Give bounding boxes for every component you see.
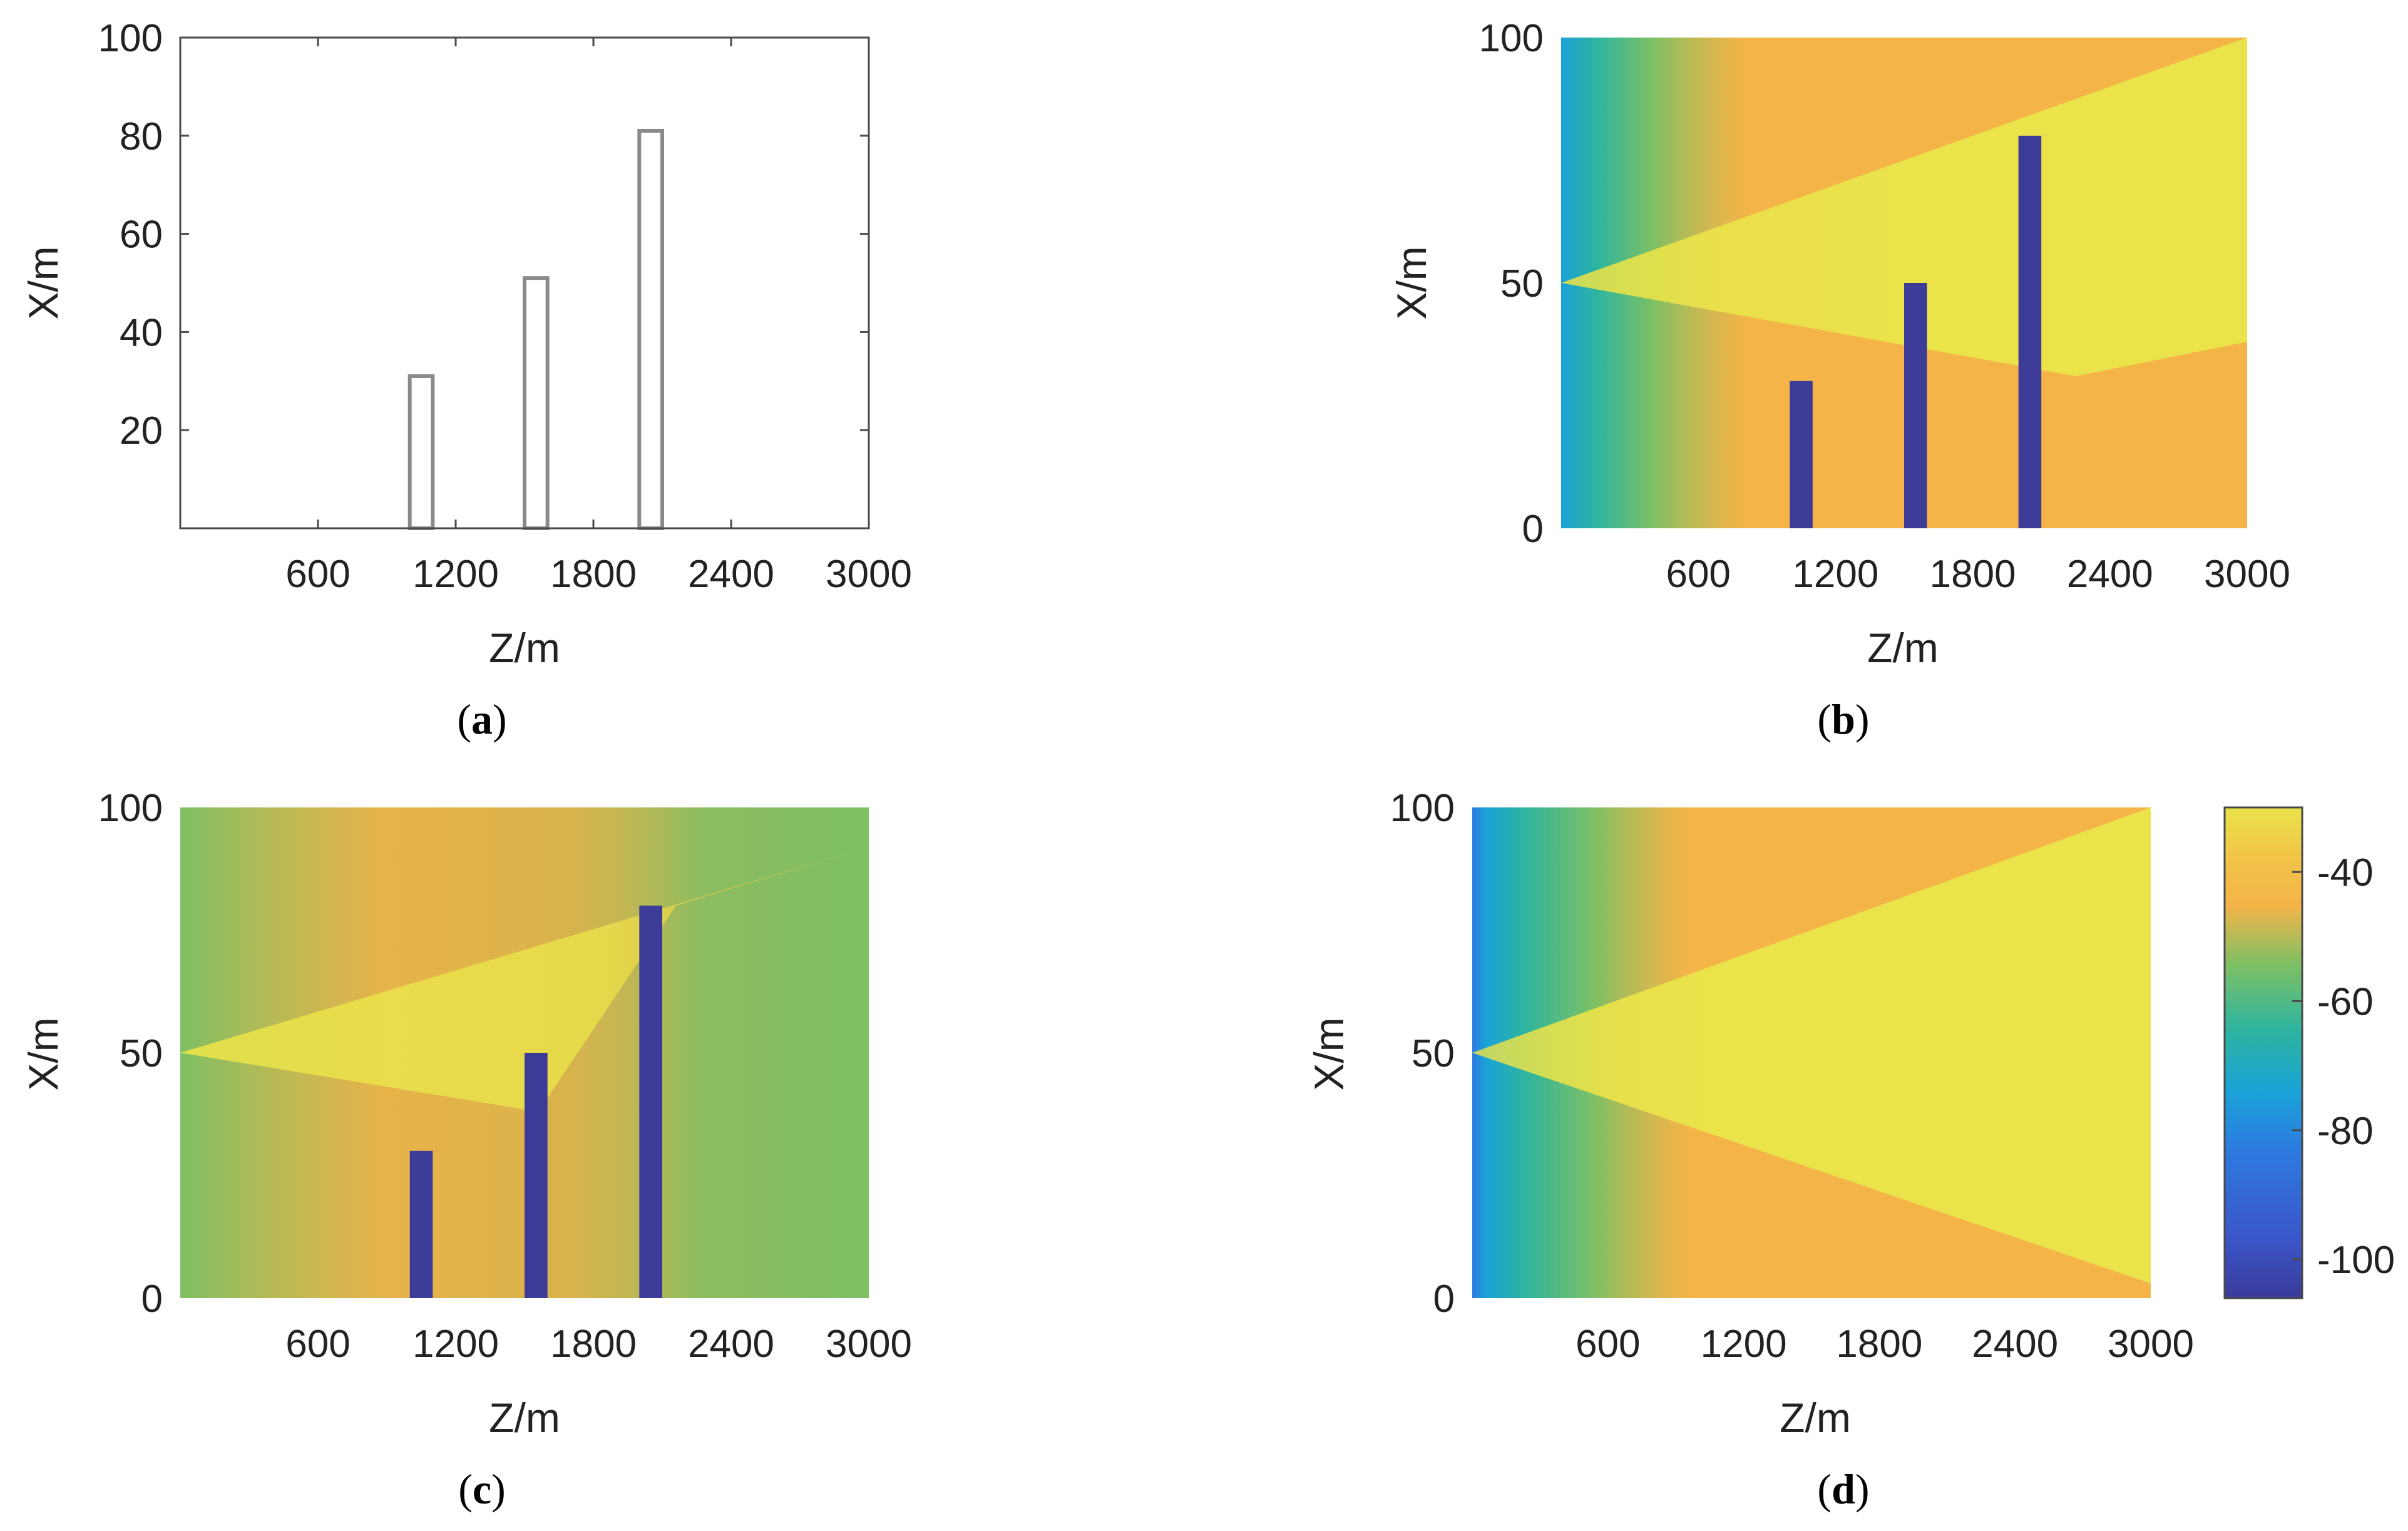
panel-c: 600 1200 1800 2400 3000 0 50 100 Z/m X/m (c) [20, 787, 912, 1513]
ytick-label-d-50: 50 [1411, 1032, 1455, 1075]
ytick-label-a-40: 40 [120, 311, 163, 354]
ylabel-d: X/m [1306, 1017, 1352, 1090]
xtick-label-b-600: 600 [1666, 553, 1730, 596]
ytick-label-a-20: 20 [120, 409, 163, 453]
xlabel-d: Z/m [1780, 1395, 1851, 1441]
building-b-1 [1790, 381, 1813, 528]
caption-c: (c) [458, 1465, 506, 1513]
xtick-label-c-1800: 1800 [550, 1323, 637, 1366]
xtick-label-d-600: 600 [1575, 1323, 1640, 1366]
xtick-label-a-3000: 3000 [826, 553, 912, 596]
caption-d: (d) [1817, 1465, 1869, 1513]
panel-d: 600 1200 1800 2400 3000 0 50 100 Z/m X/m (d) -4… [1306, 787, 2395, 1513]
ytick-label-a-60: 60 [120, 213, 163, 257]
ytick-label-d-100: 100 [1390, 787, 1455, 830]
ytick-label-d-0: 0 [1433, 1278, 1455, 1321]
xtick-label-b-1200: 1200 [1792, 553, 1878, 596]
colorbar-label--40: -40 [2317, 851, 2374, 894]
field-beam-c [180, 846, 869, 1112]
ytick-label-b-0: 0 [1522, 508, 1544, 551]
xtick-label-a-1200: 1200 [412, 553, 499, 596]
colorbar-gradient [2225, 807, 2302, 1298]
ticks-c: 600 1200 1800 2400 3000 0 50 100 [98, 787, 912, 1366]
xlabel-c: Z/m [489, 1395, 560, 1441]
xtick-label-c-600: 600 [285, 1323, 350, 1366]
ytick-label-c-50: 50 [120, 1032, 163, 1075]
building-a-3 [637, 128, 664, 530]
building-c-2 [525, 1053, 548, 1298]
xtick-label-d-2400: 2400 [1972, 1323, 2058, 1366]
panel-b: 600 1200 1800 2400 3000 0 50 100 Z/m X/m (b) [1388, 17, 2290, 743]
ytick-label-a-80: 80 [120, 115, 163, 158]
ylabel-b: X/m [1388, 246, 1435, 319]
panel-a: 600 1200 1800 2400 3000 20 40 60 80 100 Z/m X/m (… [20, 17, 912, 743]
ytick-label-b-50: 50 [1500, 262, 1544, 305]
ytick-label-c-100: 100 [98, 787, 163, 830]
ytick-label-a-100: 100 [98, 17, 163, 60]
xtick-label-d-3000: 3000 [2108, 1323, 2194, 1366]
building-b-2 [1904, 283, 1927, 528]
colorbar-label--100: -100 [2317, 1239, 2395, 1282]
axes-frame-a [179, 36, 870, 530]
marks-c [409, 905, 662, 1298]
ylabel-c: X/m [20, 1017, 66, 1090]
field-beam-d [1472, 807, 2151, 1284]
caption-b: (b) [1817, 695, 1869, 743]
ticks-b: 600 1200 1800 2400 3000 0 50 100 [1479, 17, 2290, 596]
xlabel-a: Z/m [489, 625, 560, 671]
colorbar-frame [2223, 806, 2303, 1299]
caption-a: (a) [457, 695, 506, 743]
building-a-2 [523, 276, 550, 530]
caption-letter-b: b [1832, 695, 1855, 743]
xtick-label-a-1800: 1800 [550, 553, 637, 596]
colorbar-label--60: -60 [2317, 980, 2374, 1023]
caption-letter-a: a [471, 695, 493, 743]
ytick-label-c-0: 0 [141, 1278, 163, 1321]
xtick-label-c-2400: 2400 [688, 1323, 774, 1366]
xtick-label-b-1800: 1800 [1930, 553, 2016, 596]
colorbar: -40 -60 -80 -100 [2223, 806, 2395, 1299]
ylabel-a: X/m [20, 246, 66, 319]
xlabel-b: Z/m [1867, 625, 1939, 671]
colorbar-label--80: -80 [2317, 1110, 2374, 1153]
caption-letter-c: c [473, 1465, 491, 1513]
marks-b [1790, 135, 2042, 529]
building-b-3 [2018, 135, 2042, 529]
xtick-label-d-1200: 1200 [1701, 1323, 1787, 1366]
xtick-label-c-1200: 1200 [412, 1323, 499, 1366]
xtick-label-c-3000: 3000 [826, 1323, 912, 1366]
xtick-label-b-3000: 3000 [2204, 553, 2290, 596]
xtick-label-a-2400: 2400 [688, 553, 774, 596]
xtick-label-a-600: 600 [285, 553, 350, 596]
building-a-1 [407, 374, 435, 531]
field-beam-b [1561, 38, 2247, 376]
ytick-label-b-100: 100 [1479, 17, 1544, 60]
building-c-1 [409, 1150, 433, 1298]
xtick-label-b-2400: 2400 [2067, 553, 2153, 596]
xtick-label-d-1800: 1800 [1836, 1323, 1922, 1366]
field-d [1472, 807, 2151, 1298]
ticks-d: 600 1200 1800 2400 3000 0 50 100 [1390, 787, 2194, 1366]
caption-letter-d: d [1832, 1465, 1855, 1513]
marks-a [407, 128, 664, 531]
building-c-3 [639, 905, 662, 1298]
ticks-a: 600 1200 1800 2400 3000 20 40 60 80 100 [98, 17, 912, 596]
